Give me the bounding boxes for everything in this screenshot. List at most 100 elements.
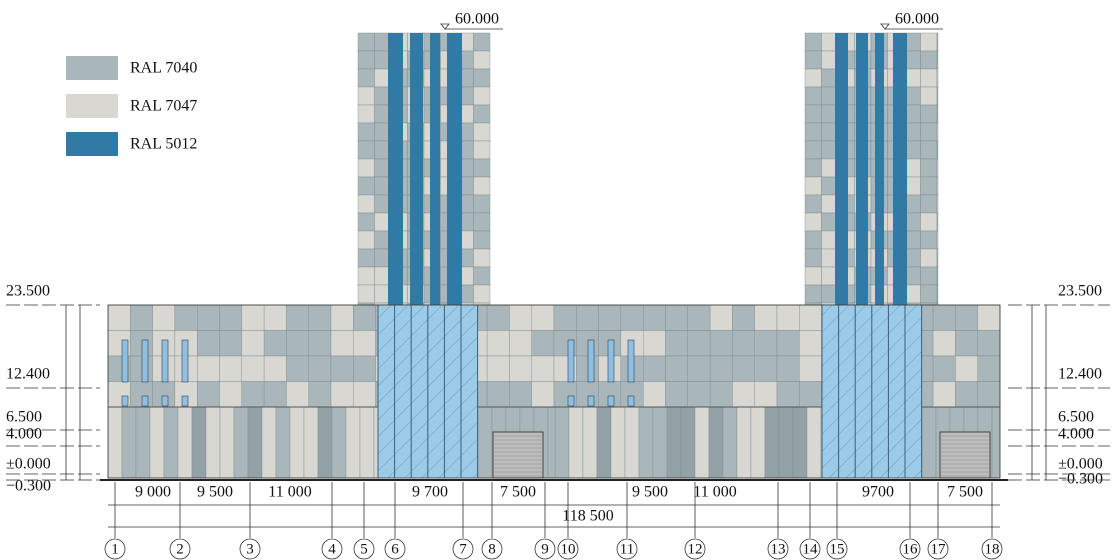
panel [309, 305, 331, 331]
panel [921, 159, 938, 177]
panel [755, 305, 777, 331]
lower-panel [922, 407, 936, 478]
panel [688, 331, 710, 357]
lower-panel [276, 407, 290, 478]
blue-stripe [410, 33, 423, 305]
lower-panel [346, 407, 360, 478]
garage-door [493, 432, 543, 478]
lower-panel [555, 407, 569, 478]
panel [353, 382, 375, 408]
lower-panel [374, 407, 378, 478]
panel [175, 305, 197, 331]
elevation-mark: 23.500 [1058, 283, 1102, 300]
panel [264, 382, 286, 408]
legend-swatch [66, 94, 118, 118]
panel [955, 331, 977, 357]
panel [666, 356, 688, 382]
panel [474, 141, 491, 159]
panel [264, 331, 286, 357]
panel [358, 213, 375, 231]
panel [576, 331, 598, 357]
panel [666, 331, 688, 357]
lower-panel [583, 407, 597, 478]
panel [197, 305, 219, 331]
lower-panel [667, 407, 681, 478]
panel [805, 69, 822, 87]
panel [358, 177, 375, 195]
panel [777, 382, 799, 408]
axis-label: 18 [985, 541, 1000, 557]
lower-panel [318, 407, 332, 478]
lower-panel [332, 407, 346, 478]
dimension: 7 500 [947, 484, 983, 501]
panel [509, 305, 531, 331]
axis-label: 4 [328, 541, 336, 557]
window [608, 340, 614, 382]
panel [242, 356, 264, 382]
panel [921, 123, 938, 141]
panel [921, 105, 938, 123]
window [568, 396, 574, 406]
panel [937, 195, 938, 213]
blue-stripe [430, 33, 440, 305]
panel [805, 177, 822, 195]
panel [286, 331, 308, 357]
level-arrow [441, 24, 449, 29]
panel [487, 305, 509, 331]
panel [688, 356, 710, 382]
dimension: 9700 [862, 484, 894, 501]
panel [799, 382, 821, 408]
panel [130, 382, 152, 408]
panel [242, 331, 264, 357]
panel [358, 51, 375, 69]
garage-door [940, 432, 990, 478]
panel [487, 356, 509, 382]
axis-label: 13 [771, 541, 786, 557]
panel [799, 356, 821, 382]
lower-panel [639, 407, 653, 478]
panel [509, 356, 531, 382]
panel [688, 382, 710, 408]
panel [220, 356, 242, 382]
lower-panel [751, 407, 765, 478]
elevation-mark: ±0.000 [6, 456, 51, 473]
panel [710, 356, 732, 382]
lower-panel [136, 407, 150, 478]
panel [358, 159, 375, 177]
elevation-mark: −0.300 [1058, 471, 1103, 488]
lower-panel [234, 407, 248, 478]
axis-label: 10 [561, 541, 576, 557]
window [588, 340, 594, 382]
window [122, 340, 128, 382]
panel [286, 305, 308, 331]
dimension: 9 000 [135, 484, 171, 501]
window [628, 396, 634, 406]
legend-label: RAL 7047 [130, 98, 197, 115]
axis-label: 2 [176, 541, 184, 557]
lower-panel [992, 407, 1000, 478]
panel [331, 356, 353, 382]
elevation-mark: 12.400 [6, 366, 50, 383]
panel [921, 195, 938, 213]
panel [921, 177, 938, 195]
panel [805, 231, 822, 249]
panel [978, 382, 1000, 408]
panel [153, 305, 175, 331]
panel [197, 382, 219, 408]
panel [264, 356, 286, 382]
panel [937, 267, 938, 285]
panel [805, 267, 822, 285]
panel [921, 87, 938, 105]
level-arrow [881, 24, 889, 29]
panel [509, 331, 531, 357]
lower-panel [653, 407, 667, 478]
panel [937, 231, 938, 249]
panel [358, 141, 375, 159]
panel [937, 177, 938, 195]
panel [921, 69, 938, 87]
lower-panel [548, 407, 555, 478]
lower-panel [737, 407, 751, 478]
panel [474, 105, 491, 123]
panel [710, 305, 732, 331]
lower-panel [304, 407, 318, 478]
